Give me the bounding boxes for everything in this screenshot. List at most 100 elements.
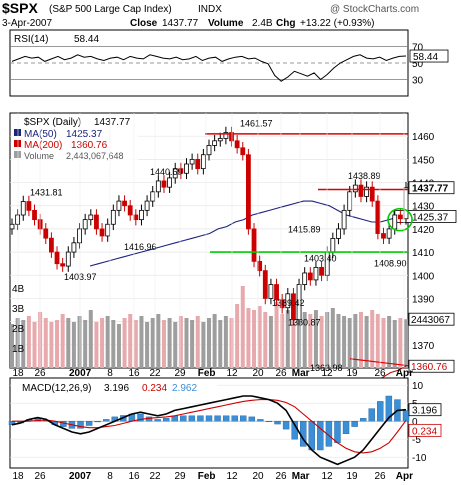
price-candle — [285, 293, 291, 309]
price-annotation: 1380.87 — [288, 318, 321, 328]
macd-histogram-bar — [197, 415, 204, 422]
price-candle — [358, 184, 364, 197]
price-candle — [161, 180, 167, 188]
volume-bar — [257, 306, 262, 368]
price-candle — [291, 293, 296, 321]
macd-histogram-bar — [265, 421, 273, 422]
volume-bar — [392, 320, 397, 368]
macd-last-label: 3.196 — [412, 406, 437, 417]
volume-bar — [32, 322, 37, 368]
price-candle — [32, 209, 37, 221]
macd-histogram-bar — [205, 415, 213, 422]
price-candle — [245, 154, 251, 230]
x-tick-label-price: 26 — [276, 368, 288, 379]
x-tick-label-price: Mar — [292, 368, 310, 379]
volume-bar — [285, 310, 290, 368]
price-candle — [341, 209, 347, 230]
price-candle — [94, 214, 99, 230]
volume-bar — [139, 316, 144, 368]
price-candle — [122, 200, 127, 207]
volume-bar — [201, 322, 206, 368]
macd-signal-last-box — [408, 423, 442, 437]
price-candle — [381, 233, 386, 239]
volume-bar — [150, 318, 155, 368]
price-candle — [369, 186, 375, 202]
volume-last-label: 2443067 — [411, 315, 450, 326]
volume-bar — [55, 320, 60, 368]
price-candle — [139, 209, 144, 221]
x-tick-label-price: 29 — [175, 368, 187, 379]
macd-legend-bg — [12, 381, 217, 393]
volume-bar — [145, 322, 150, 368]
rsi-line — [11, 54, 407, 82]
price-candle — [200, 154, 206, 170]
price-candle — [229, 132, 234, 142]
volume-bar — [223, 316, 228, 368]
volume-bar — [291, 300, 296, 368]
macd-last-box — [408, 403, 442, 417]
price-tick-label: 1400 — [412, 271, 435, 282]
x-tick-label-macd: 16 — [129, 471, 141, 482]
volume-bar — [240, 286, 245, 368]
macd-tick-label: -10 — [412, 453, 427, 464]
volume-bar — [353, 314, 358, 368]
volume-bar — [133, 320, 138, 368]
x-tick-label-macd: 12 — [322, 471, 334, 482]
volume-bar — [60, 314, 65, 368]
macd-tick-label: 10 — [412, 381, 424, 392]
price-candle — [223, 132, 229, 139]
x-tick-label-price: 26 — [375, 368, 387, 379]
price-annotation: 1461.57 — [240, 119, 273, 129]
volume-bar — [122, 318, 127, 368]
volume-bar — [100, 318, 105, 368]
ma200-last-box — [408, 359, 455, 373]
macd-histogram-bar — [308, 421, 315, 451]
price-candle — [77, 228, 82, 244]
volume-bar — [252, 310, 257, 368]
macd-histogram-bar — [240, 415, 247, 422]
x-tick-label-price: 22 — [150, 368, 162, 379]
price-tick-label: 1370 — [412, 341, 435, 352]
price-tick-label: 1390 — [412, 294, 435, 305]
chart-date: 3-Apr-2007 — [2, 18, 52, 29]
x-tick-label-price: Apr — [396, 368, 413, 379]
macd-histogram-bar — [317, 421, 324, 451]
volume-bar — [49, 322, 54, 368]
volume-bar — [330, 308, 335, 368]
x-tick-label-macd: 22 — [150, 471, 162, 482]
volume-bar — [111, 320, 116, 368]
price-legend-value: 1437.77 — [94, 117, 131, 128]
macd-histogram-bar — [85, 421, 93, 426]
price-candle — [172, 168, 178, 179]
volume-bar — [21, 320, 26, 368]
x-tick-label-macd: 26 — [276, 471, 288, 482]
volume-bar — [375, 314, 380, 368]
ma50-legend-value: 1425.37 — [66, 129, 103, 140]
macd-histogram-bar — [231, 415, 238, 422]
macd-tick-label: 0 — [412, 417, 418, 428]
volume-bar — [342, 316, 347, 368]
x-tick-label-macd: 12 — [227, 471, 239, 482]
macd-tick-label: -5 — [412, 435, 421, 446]
price-candle — [178, 168, 184, 174]
macd-histogram-bar — [103, 419, 110, 422]
price-candle — [251, 228, 257, 262]
price-candle — [313, 266, 319, 281]
chart-exchange: INDX — [198, 4, 222, 15]
volume-bar — [364, 316, 369, 368]
volume-bar — [246, 308, 251, 368]
macd-signal-line — [12, 399, 407, 454]
price-candle — [364, 186, 370, 197]
macd-histogram-bar — [385, 395, 393, 422]
volume-bar — [370, 310, 375, 368]
macd-histogram-bar — [222, 415, 230, 422]
price-candle — [127, 205, 133, 216]
price-candle — [403, 187, 409, 220]
volume-bar — [347, 318, 352, 368]
chg-value: +13.22 (+0.93%) — [300, 18, 375, 29]
ma50-legend-swatch — [14, 129, 21, 136]
price-annotation: 1440.69 — [150, 167, 183, 177]
price-candle — [110, 209, 116, 225]
volume-bar — [404, 319, 408, 368]
price-candle — [307, 272, 313, 281]
